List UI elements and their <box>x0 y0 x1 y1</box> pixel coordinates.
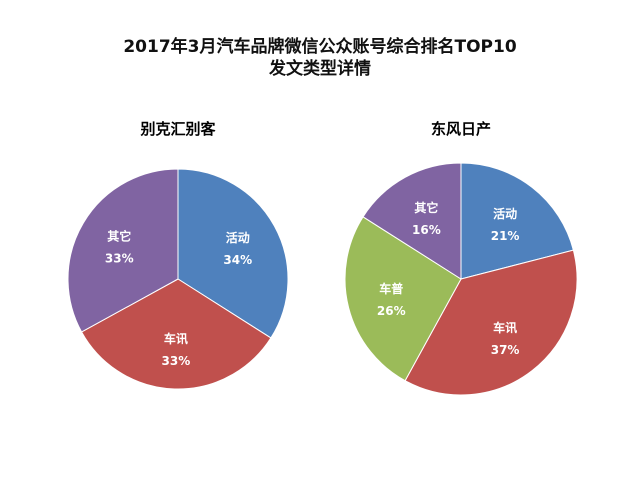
chart-main-title: 2017年3月汽车品牌微信公众账号综合排名TOP10 发文类型详情 <box>0 36 640 80</box>
pie-slice-buick-other <box>67 168 179 333</box>
slice-percent-buick-other: 33% <box>105 251 134 265</box>
slice-percent-nissan-car-basics: 26% <box>377 304 406 318</box>
pie-title-buick: 别克汇别客 <box>139 120 216 138</box>
slice-label-nissan-car-news: 车讯 <box>493 320 517 335</box>
slice-label-nissan-activity: 活动 <box>493 206 517 221</box>
slice-label-buick-car-news: 车讯 <box>164 331 188 346</box>
pie-slice-buick-activity <box>177 168 289 339</box>
slice-label-buick-activity: 活动 <box>226 230 250 245</box>
slice-percent-nissan-car-news: 37% <box>491 343 520 357</box>
chart-title-line1: 2017年3月汽车品牌微信公众账号综合排名TOP10 <box>123 37 517 57</box>
pie-title-nissan: 东风日产 <box>431 120 491 138</box>
pie-slice-nissan-activity <box>460 162 574 280</box>
chart-title-line2: 发文类型详情 <box>269 59 371 79</box>
slice-percent-nissan-activity: 21% <box>491 229 520 243</box>
slice-label-nissan-car-basics: 车普 <box>379 281 403 296</box>
slice-percent-nissan-other: 16% <box>412 223 441 237</box>
slice-percent-buick-activity: 34% <box>223 253 252 267</box>
pie-slice-nissan-other <box>362 162 462 280</box>
pie-slice-nissan-car-news <box>404 249 578 396</box>
pie-slice-nissan-car-basics <box>344 216 462 382</box>
slice-label-buick-other: 其它 <box>107 228 131 243</box>
slice-percent-buick-car-news: 33% <box>162 354 191 368</box>
slice-label-nissan-other: 其它 <box>414 200 438 215</box>
